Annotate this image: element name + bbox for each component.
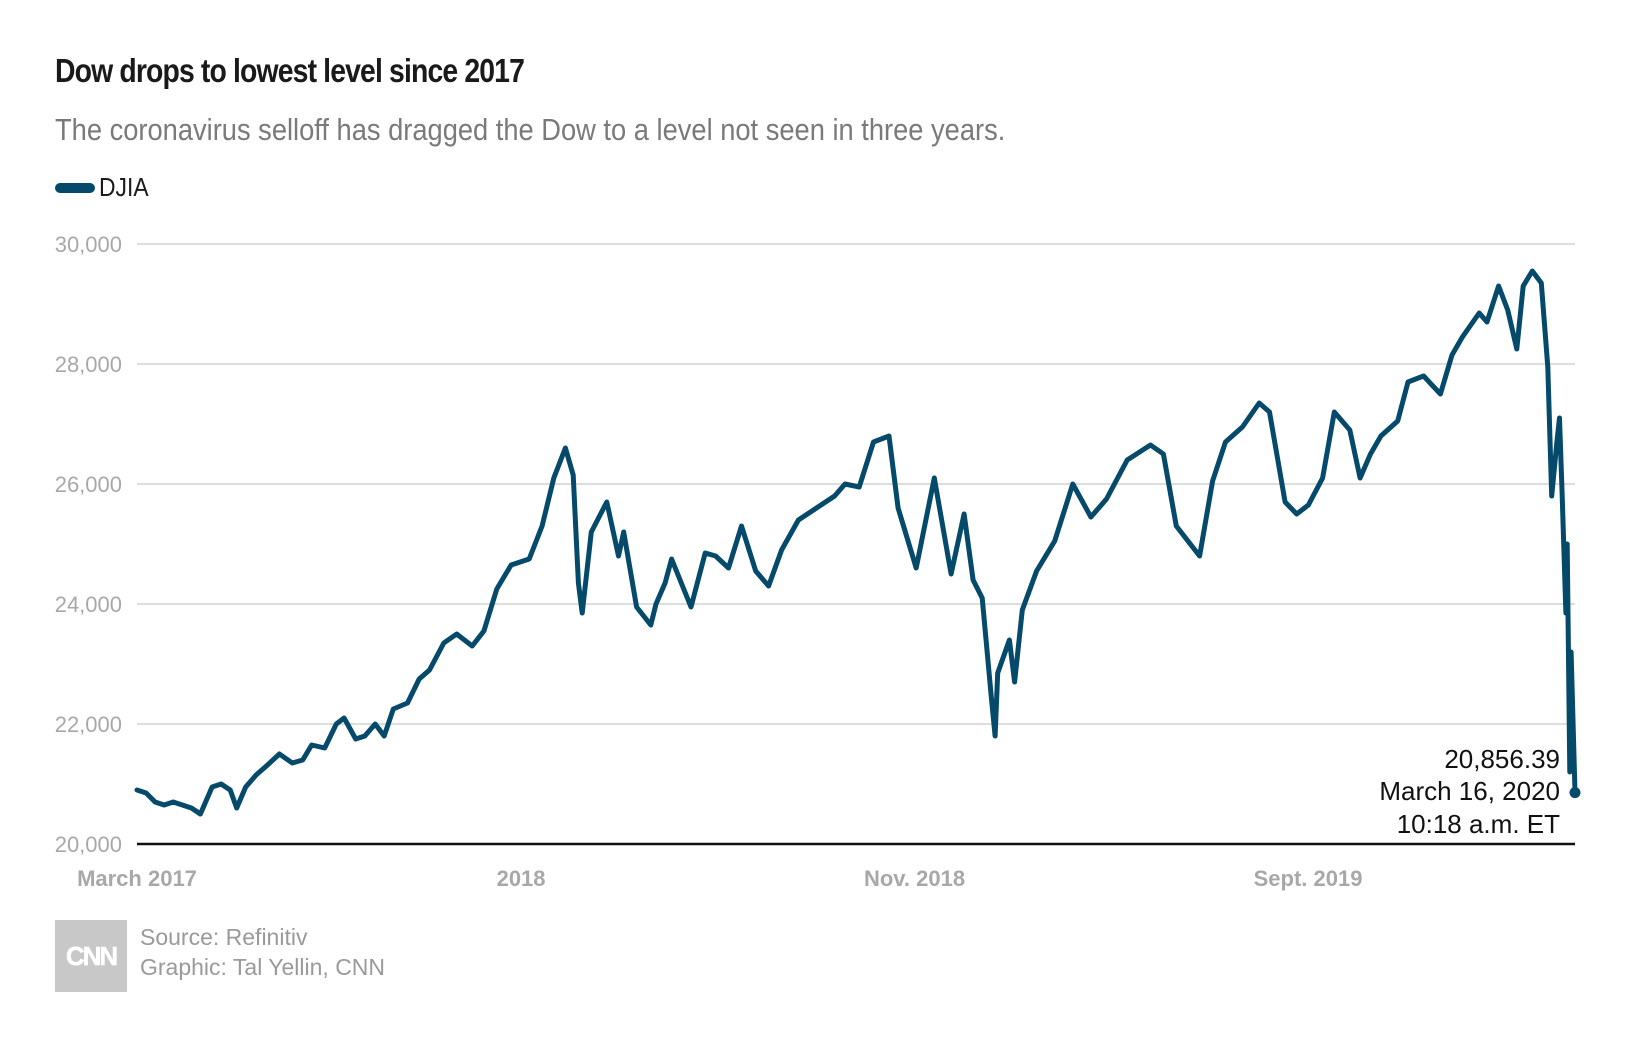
endpoint-annotation: 20,856.39 March 16, 2020 10:18 a.m. ET — [1379, 744, 1560, 839]
legend-label-djia: DJIA — [99, 172, 149, 202]
chart-title: Dow drops to lowest level since 2017 — [55, 52, 525, 89]
x-tick-label: Nov. 2018 — [864, 866, 965, 891]
annotation-date: March 16, 2020 — [1379, 776, 1560, 806]
x-tick-label: 2018 — [497, 866, 546, 891]
chart-subtitle: The coronavirus selloff has dragged the … — [55, 112, 1006, 147]
graphic-credit-text: Graphic: Tal Yellin, CNN — [140, 954, 386, 980]
x-axis-ticks: March 2017 2018 Nov. 2018 Sept. 2019 — [77, 866, 1362, 891]
endpoint-marker — [1569, 787, 1581, 799]
series-line-djia — [134, 268, 1578, 817]
y-tick-label: 22,000 — [55, 712, 122, 737]
y-tick-label: 20,000 — [55, 832, 122, 857]
legend: DJIA — [55, 172, 155, 203]
y-axis-ticks: 20,000 22,000 24,000 26,000 28,000 30,000 — [55, 232, 122, 857]
x-tick-label: Sept. 2019 — [1254, 866, 1363, 891]
cnn-logo-text: CNN — [65, 940, 119, 971]
annotation-value: 20,856.39 — [1444, 744, 1560, 774]
y-tick-label: 28,000 — [55, 352, 122, 377]
y-tick-label: 30,000 — [55, 232, 122, 257]
legend-swatch-djia — [55, 182, 95, 193]
y-tick-label: 26,000 — [55, 472, 122, 497]
footer-credits: Source: Refinitiv Graphic: Tal Yellin, C… — [140, 922, 385, 982]
cnn-logo: CNN — [55, 920, 127, 992]
x-tick-label: March 2017 — [77, 866, 197, 891]
annotation-time: 10:18 a.m. ET — [1397, 809, 1560, 839]
y-tick-label: 24,000 — [55, 592, 122, 617]
source-text: Source: Refinitiv — [140, 924, 308, 950]
